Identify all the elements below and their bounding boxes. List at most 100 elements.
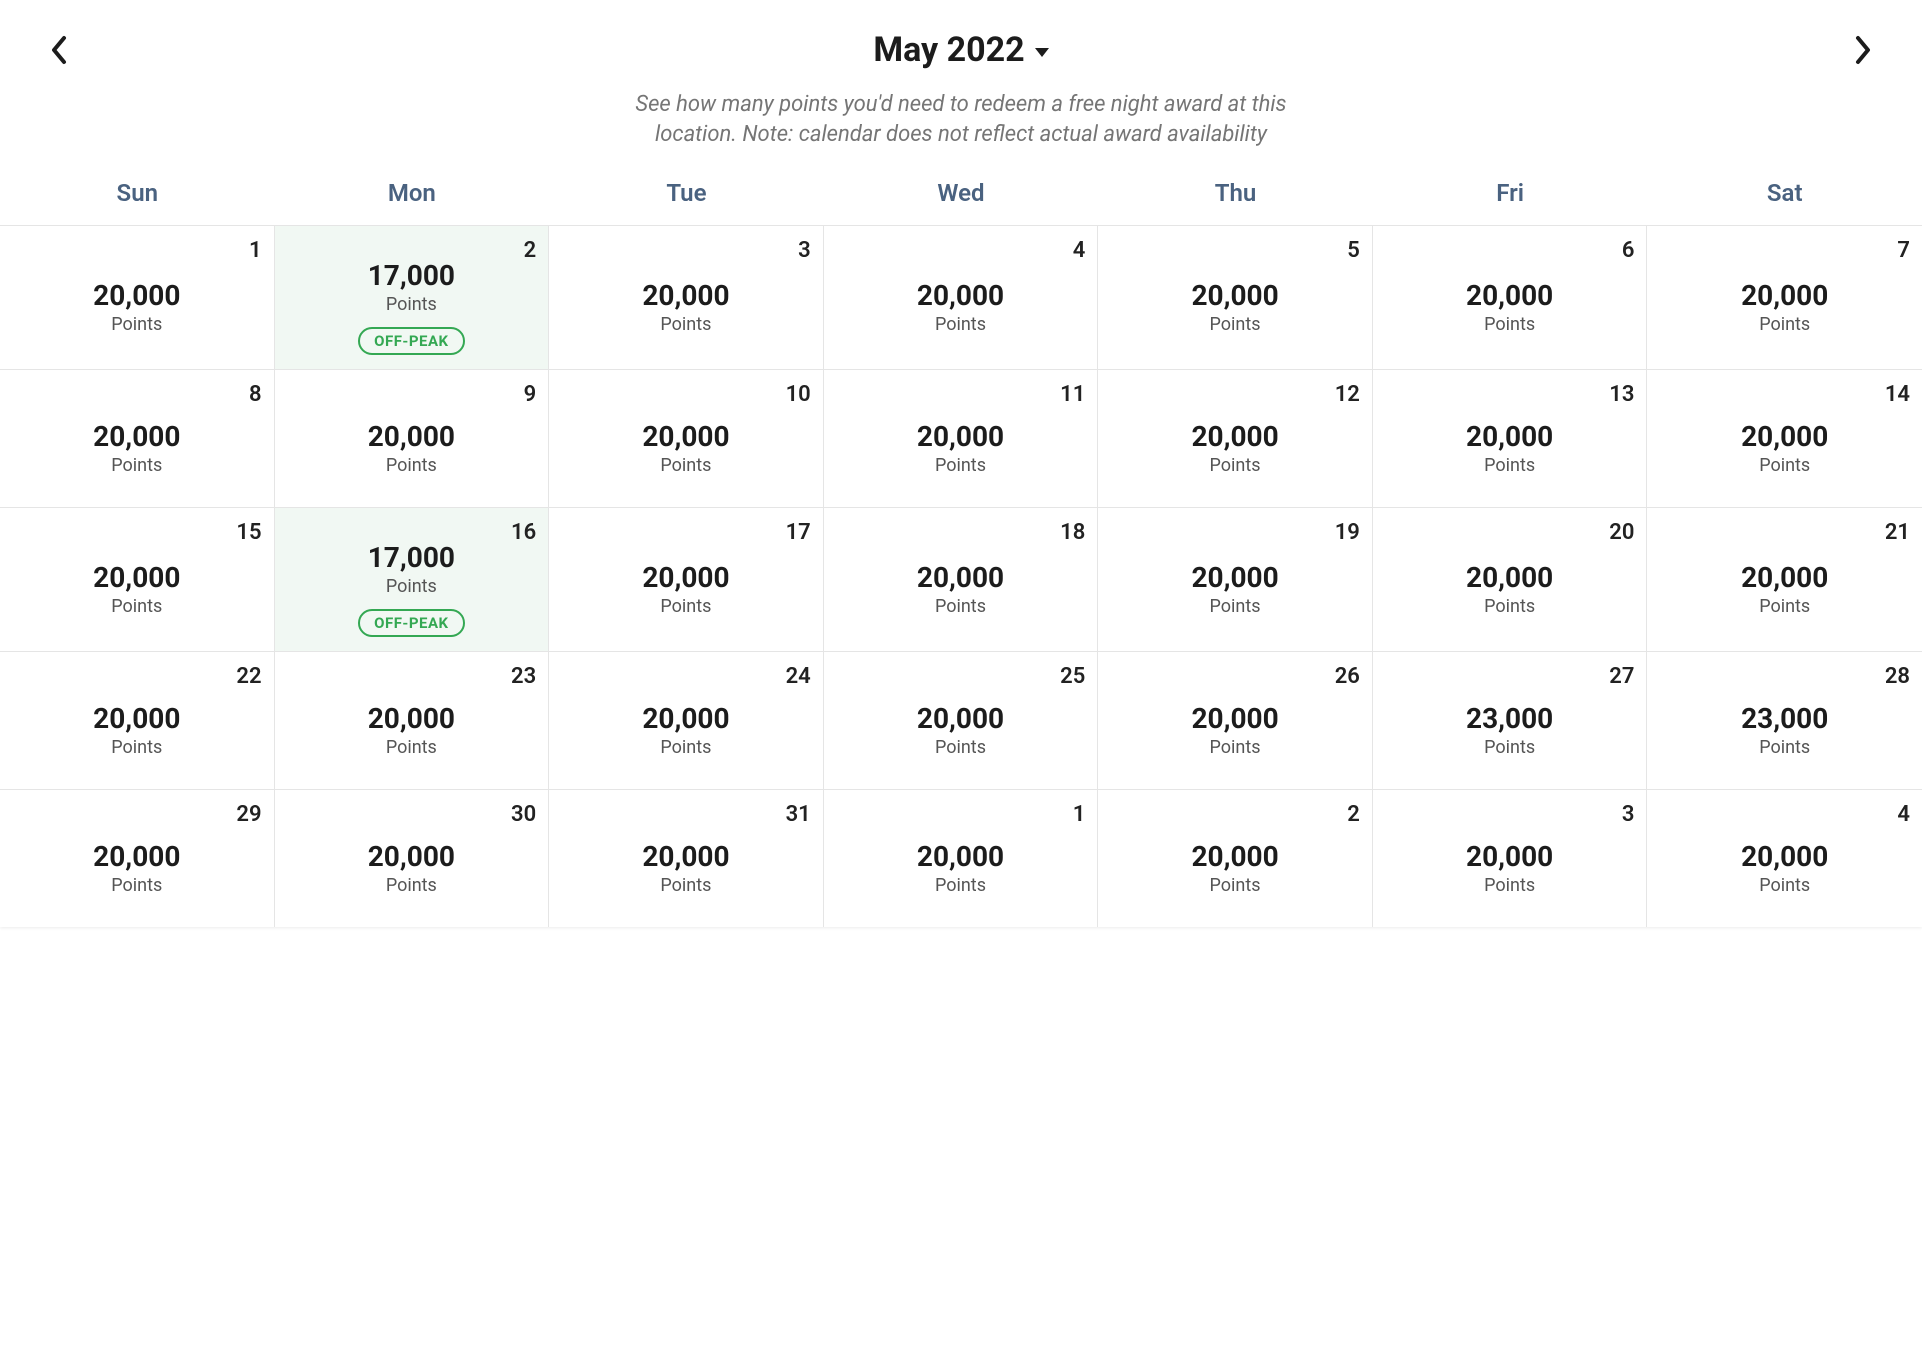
dow-label: Mon: [275, 179, 550, 207]
calendar-day-cell[interactable]: 2520,000Points: [824, 651, 1099, 789]
points-label: Points: [935, 737, 986, 758]
day-cell-body: 20,000Points: [1659, 823, 1910, 913]
chevron-right-icon: [1852, 34, 1872, 66]
calendar-day-cell[interactable]: 1720,000Points: [549, 507, 824, 651]
calendar-day-cell[interactable]: 620,000Points: [1373, 225, 1648, 369]
points-label: Points: [935, 596, 986, 617]
dow-label: Wed: [824, 179, 1099, 207]
calendar-day-cell[interactable]: 2823,000Points: [1647, 651, 1922, 789]
calendar-day-cell[interactable]: 120,000Points: [824, 789, 1099, 927]
points-label: Points: [935, 875, 986, 896]
calendar-day-cell[interactable]: 1617,000PointsOFF-PEAK: [275, 507, 550, 651]
points-label: Points: [1210, 875, 1261, 896]
dow-label: Fri: [1373, 179, 1648, 207]
day-cell-body: 20,000Points: [1385, 823, 1635, 913]
points-price: 23,000: [1741, 702, 1828, 735]
calendar-day-cell[interactable]: 2020,000Points: [1373, 507, 1648, 651]
points-price: 20,000: [642, 840, 729, 873]
points-label: Points: [1759, 596, 1810, 617]
points-price: 20,000: [917, 279, 1004, 312]
points-label: Points: [1210, 737, 1261, 758]
points-price: 20,000: [93, 702, 180, 735]
points-price: 20,000: [917, 702, 1004, 735]
calendar-day-cell[interactable]: 2120,000Points: [1647, 507, 1922, 651]
calendar-day-cell[interactable]: 2320,000Points: [275, 651, 550, 789]
day-cell-body: 20,000Points: [561, 259, 811, 355]
calendar-day-cell[interactable]: 1320,000Points: [1373, 369, 1648, 507]
points-price: 20,000: [1466, 279, 1553, 312]
day-cell-body: 20,000Points: [561, 403, 811, 493]
day-cell-body: 20,000Points: [836, 403, 1086, 493]
points-label: Points: [660, 596, 711, 617]
day-cell-body: 20,000Points: [287, 403, 537, 493]
calendar-day-cell[interactable]: 320,000Points: [549, 225, 824, 369]
calendar-day-cell[interactable]: 420,000Points: [824, 225, 1099, 369]
month-selector[interactable]: May 2022: [873, 30, 1048, 70]
calendar-day-cell[interactable]: 2920,000Points: [0, 789, 275, 927]
dow-label: Thu: [1098, 179, 1373, 207]
calendar-day-cell[interactable]: 420,000Points: [1647, 789, 1922, 927]
calendar-day-cell[interactable]: 1420,000Points: [1647, 369, 1922, 507]
calendar-day-cell[interactable]: 3120,000Points: [549, 789, 824, 927]
calendar-day-cell[interactable]: 2723,000Points: [1373, 651, 1648, 789]
points-label: Points: [1759, 314, 1810, 335]
calendar-day-cell[interactable]: 2220,000Points: [0, 651, 275, 789]
points-price: 20,000: [368, 702, 455, 735]
calendar-day-cell[interactable]: 1120,000Points: [824, 369, 1099, 507]
points-label: Points: [1210, 596, 1261, 617]
calendar-day-cell[interactable]: 2620,000Points: [1098, 651, 1373, 789]
calendar-day-cell[interactable]: 1020,000Points: [549, 369, 824, 507]
calendar-day-cell[interactable]: 1820,000Points: [824, 507, 1099, 651]
day-cell-body: 20,000Points: [1659, 541, 1910, 637]
day-cell-body: 20,000Points: [561, 823, 811, 913]
day-cell-body: 20,000Points: [12, 403, 262, 493]
points-label: Points: [935, 455, 986, 476]
day-cell-body: 20,000Points: [12, 823, 262, 913]
points-price: 20,000: [368, 420, 455, 453]
calendar-day-cell[interactable]: 220,000Points: [1098, 789, 1373, 927]
dow-label: Sat: [1647, 179, 1922, 207]
points-price: 20,000: [1466, 840, 1553, 873]
next-month-button[interactable]: [1842, 30, 1882, 70]
day-cell-body: 17,000PointsOFF-PEAK: [287, 259, 537, 355]
day-cell-body: 20,000Points: [287, 685, 537, 775]
points-price: 20,000: [642, 702, 729, 735]
points-price: 20,000: [642, 561, 729, 594]
calendar-day-cell[interactable]: 3020,000Points: [275, 789, 550, 927]
calendar-day-cell[interactable]: 1920,000Points: [1098, 507, 1373, 651]
points-price: 20,000: [917, 561, 1004, 594]
calendar-day-cell[interactable]: 520,000Points: [1098, 225, 1373, 369]
calendar-day-cell[interactable]: 2420,000Points: [549, 651, 824, 789]
chevron-left-icon: [50, 34, 70, 66]
calendar-day-cell[interactable]: 720,000Points: [1647, 225, 1922, 369]
points-label: Points: [935, 314, 986, 335]
off-peak-badge: OFF-PEAK: [358, 609, 464, 637]
points-label: Points: [386, 875, 437, 896]
dow-label: Tue: [549, 179, 824, 207]
points-price: 20,000: [93, 561, 180, 594]
points-price: 20,000: [917, 420, 1004, 453]
calendar-day-cell[interactable]: 217,000PointsOFF-PEAK: [275, 225, 550, 369]
day-cell-body: 23,000Points: [1659, 685, 1910, 775]
points-price: 20,000: [1466, 561, 1553, 594]
calendar-day-cell[interactable]: 120,000Points: [0, 225, 275, 369]
points-price: 20,000: [642, 420, 729, 453]
day-cell-body: 20,000Points: [836, 823, 1086, 913]
points-label: Points: [386, 455, 437, 476]
points-label: Points: [386, 576, 437, 597]
calendar-day-cell[interactable]: 320,000Points: [1373, 789, 1648, 927]
day-cell-body: 20,000Points: [1110, 541, 1360, 637]
prev-month-button[interactable]: [40, 30, 80, 70]
points-price: 20,000: [1741, 279, 1828, 312]
day-cell-body: 20,000Points: [1110, 823, 1360, 913]
points-label: Points: [111, 737, 162, 758]
points-price: 20,000: [1191, 561, 1278, 594]
calendar-day-cell[interactable]: 1220,000Points: [1098, 369, 1373, 507]
calendar-day-cell[interactable]: 920,000Points: [275, 369, 550, 507]
day-cell-body: 20,000Points: [287, 823, 537, 913]
calendar-day-cell[interactable]: 1520,000Points: [0, 507, 275, 651]
points-label: Points: [660, 314, 711, 335]
calendar-day-cell[interactable]: 820,000Points: [0, 369, 275, 507]
points-price: 20,000: [1191, 279, 1278, 312]
month-title: May 2022: [873, 30, 1024, 70]
